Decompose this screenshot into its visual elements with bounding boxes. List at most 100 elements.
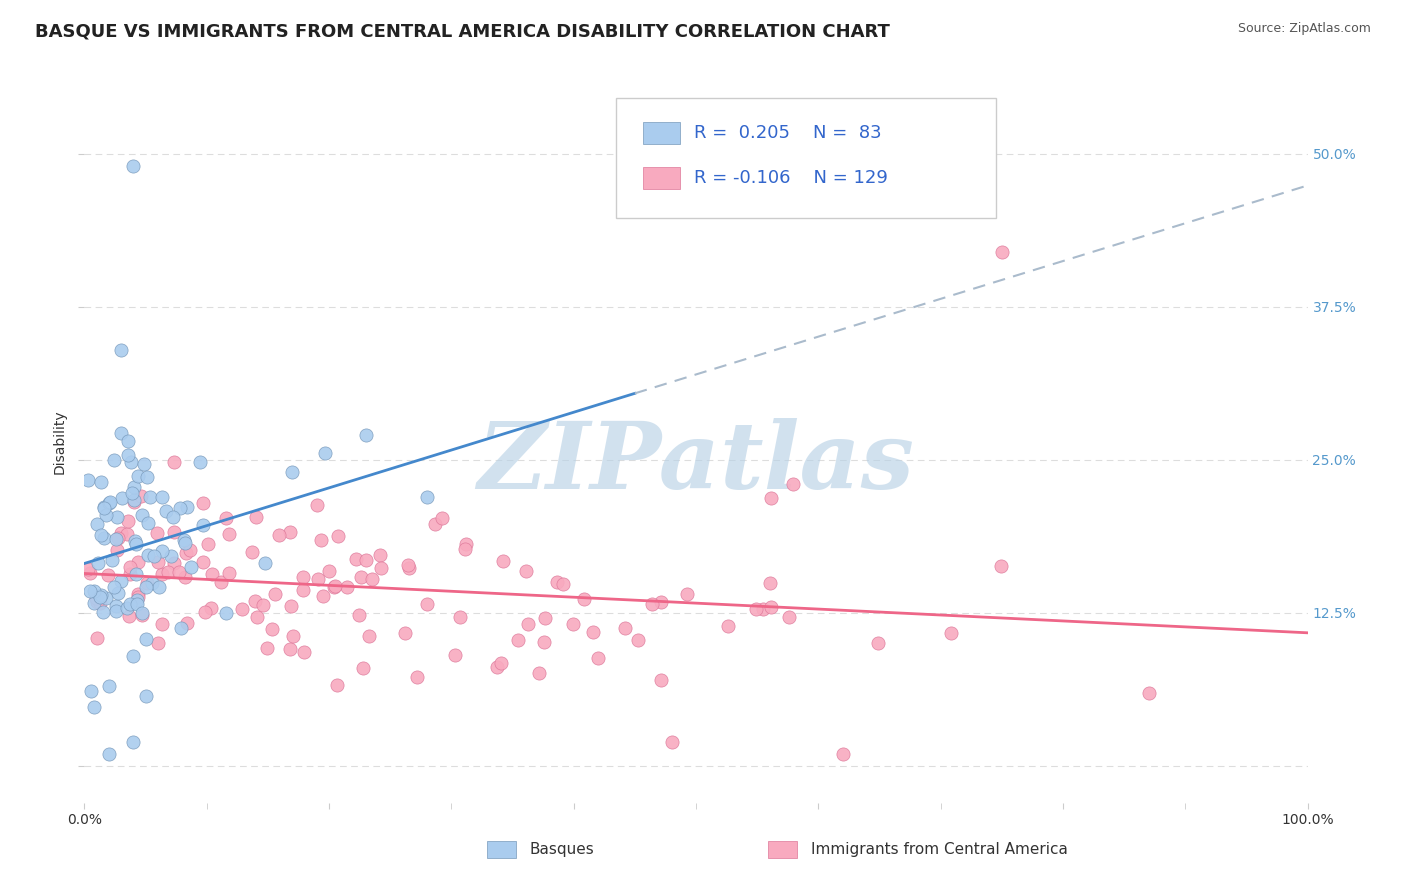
Point [107,586,129,600]
Point [506,633,529,648]
Point [121,486,143,500]
Text: Immigrants from Central America: Immigrants from Central America [811,842,1067,857]
Point [89,596,111,610]
Y-axis label: Disability: Disability [53,409,67,474]
Point [98,496,121,510]
Point [283,629,305,643]
Point [551,577,574,591]
Point [415,598,437,612]
Point [534,610,557,624]
Point [103,452,125,467]
Point [117,527,139,541]
Point [180,559,202,574]
Point [396,558,419,572]
Point [370,561,392,575]
Point [93,531,115,545]
Point [110,343,132,357]
Point [131,608,153,623]
Point [307,572,329,586]
Point [118,560,141,574]
Point [80,684,103,698]
Point [349,607,371,622]
Point [778,610,800,624]
Point [146,525,169,540]
Point [135,632,157,646]
Point [240,545,263,559]
Point [136,516,159,530]
Point [326,678,349,692]
Point [231,602,253,616]
Point [416,490,439,504]
Point [124,495,146,509]
Point [107,531,129,545]
Point [866,636,889,650]
Point [117,448,139,462]
Point [148,555,170,569]
Point [243,594,266,608]
Point [135,581,157,595]
Point [90,588,112,602]
Point [360,573,382,587]
Point [782,476,804,491]
Point [323,579,346,593]
Point [454,537,477,551]
Text: R =  0.205    N =  83: R = 0.205 N = 83 [693,124,882,142]
Point [990,559,1012,574]
Point [305,498,328,512]
Point [278,641,301,656]
Point [745,602,768,616]
Point [118,608,141,623]
Point [124,533,146,548]
Point [125,597,148,611]
Point [90,527,112,541]
Point [79,566,101,580]
Point [105,604,128,618]
Point [167,566,190,580]
Point [105,510,128,524]
Point [352,661,374,675]
Point [86,517,108,532]
Point [103,581,125,595]
Point [529,666,551,681]
Point [97,747,120,761]
Point [83,700,105,714]
Point [87,556,110,570]
Point [991,244,1014,259]
Point [120,598,142,612]
Point [561,617,583,632]
Point [162,509,184,524]
Point [132,458,155,472]
Point [309,533,332,547]
Point [111,491,134,505]
Point [91,606,114,620]
Point [486,660,509,674]
Point [77,473,100,487]
Point [449,609,471,624]
Point [218,527,240,541]
Point [131,508,153,523]
Point [546,575,568,590]
Point [157,566,180,580]
Point [201,567,224,582]
Point [150,566,173,581]
FancyBboxPatch shape [616,98,995,218]
Point [209,574,232,589]
Point [98,494,121,508]
Point [127,469,149,483]
Point [110,526,132,541]
Point [115,600,138,615]
Point [831,747,853,761]
Point [245,510,267,524]
Point [357,629,380,643]
Point [574,592,596,607]
Point [194,605,217,619]
Point [264,587,287,601]
Point [354,553,377,567]
Point [160,549,183,563]
Point [454,542,477,557]
Point [176,500,198,514]
Point [174,570,197,584]
Point [135,470,157,484]
Point [124,480,146,494]
Point [260,622,283,636]
